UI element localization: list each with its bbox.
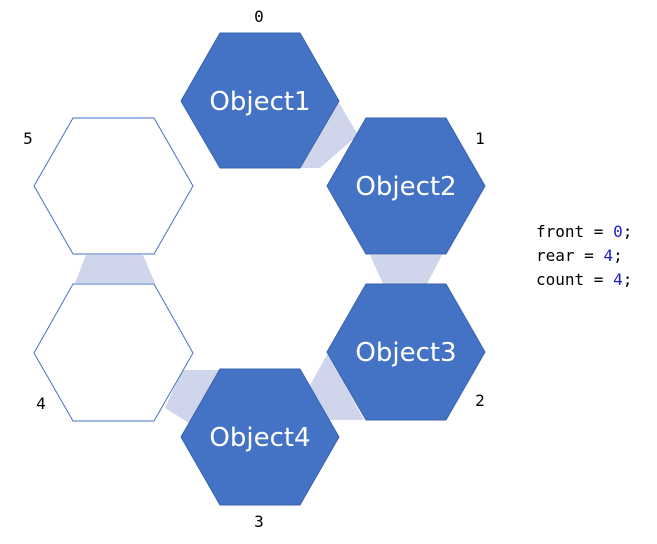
slot-2-index-label: 2 xyxy=(475,391,485,410)
rear-variable: rear xyxy=(536,246,575,265)
code-line-count: count = 4; xyxy=(536,268,632,292)
count-variable: count xyxy=(536,270,585,289)
slot-0-hexagon xyxy=(180,32,340,169)
slot-2-hexagon xyxy=(326,283,486,421)
connector-4-5 xyxy=(75,255,155,283)
assign-operator: = xyxy=(574,246,604,265)
slot-5-index-label: 5 xyxy=(23,129,33,148)
connector-0-1 xyxy=(300,101,358,168)
rear-value: 4 xyxy=(603,246,614,265)
slot-1-hexagon xyxy=(326,117,486,255)
statement-end: ; xyxy=(622,222,633,241)
slot-2-object-label: Object3 xyxy=(355,338,456,368)
slot-0-object-label: Object1 xyxy=(209,87,310,117)
slot-3-index-label: 3 xyxy=(254,512,264,531)
connector-2-3 xyxy=(310,353,364,420)
slot-3-hexagon xyxy=(180,368,340,506)
slot-4-index-label: 4 xyxy=(36,394,46,413)
statement-end: ; xyxy=(622,270,633,289)
slot-4-hexagon xyxy=(33,283,194,422)
assign-operator: = xyxy=(584,222,614,241)
statement-end: ; xyxy=(613,246,623,265)
queue-state-code: front = 0; rear = 4; count = 4; xyxy=(536,220,632,292)
slot-3-object-label: Object4 xyxy=(209,423,310,453)
code-line-front: front = 0; xyxy=(536,220,632,244)
code-line-rear: rear = 4; xyxy=(536,244,632,268)
slot-0-index-label: 0 xyxy=(254,7,264,26)
slot-1-object-label: Object2 xyxy=(355,172,456,202)
front-variable: front xyxy=(536,222,585,241)
connector-1-2 xyxy=(370,255,442,284)
front-value: 0 xyxy=(613,222,623,241)
slot-1-index-label: 1 xyxy=(475,129,485,148)
assign-operator: = xyxy=(584,270,614,289)
slot-5-hexagon xyxy=(33,117,194,255)
count-value: 4 xyxy=(613,270,623,289)
